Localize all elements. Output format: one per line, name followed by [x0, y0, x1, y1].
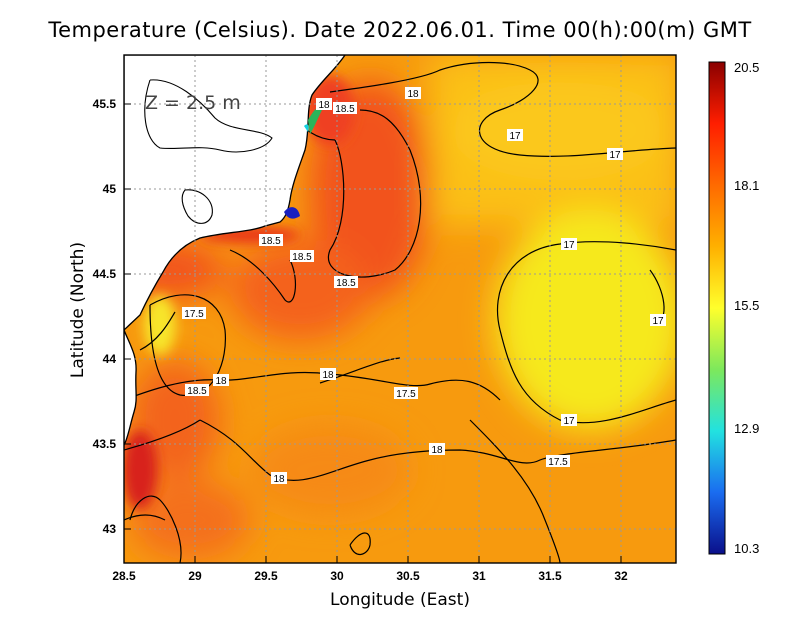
contour-line: [349, 532, 371, 555]
x-tick-label: 29.5: [254, 569, 278, 583]
contour-label: 17: [563, 416, 575, 427]
y-tick-label: 43: [103, 522, 117, 536]
contour-label: 18: [322, 370, 334, 381]
contour-label: 18.5: [292, 252, 312, 263]
contour-label: 18.5: [261, 236, 281, 247]
contour-line: [469, 419, 561, 563]
contour-line: [496, 241, 676, 424]
contour-label-group: 18: [271, 472, 287, 485]
coastal-gradient-feature: [284, 107, 322, 219]
contour-label: 18.5: [336, 278, 356, 289]
contour-label: 17: [609, 150, 621, 161]
contour-label-group: 17: [561, 238, 577, 251]
contour-label: 18.5: [335, 104, 355, 115]
contour-label: 18.5: [187, 386, 207, 397]
x-tick-label: 32: [614, 569, 628, 583]
contour-label-group: 18: [320, 368, 336, 381]
colorbar-label: 12.9: [734, 421, 759, 436]
contour-line: [124, 419, 201, 451]
land-west: [124, 329, 137, 447]
y-tick-labels: 43 43.5 44 44.5 45 45.5: [93, 97, 117, 536]
contour-label: 17.5: [548, 457, 568, 468]
colorbar-label: 15.5: [734, 298, 759, 313]
colorbar-label: 18.1: [734, 178, 759, 193]
contour-line: [329, 61, 676, 157]
contour-lines: [124, 61, 676, 563]
contour-line: [199, 419, 676, 481]
contour-label-group: 17: [607, 148, 623, 161]
contour-label: 18: [407, 89, 419, 100]
x-axis-label: Longitude (East): [330, 590, 470, 610]
y-tick-label: 44.5: [93, 267, 117, 281]
map-grid: [124, 55, 676, 563]
contour-label-group: 18.5: [185, 384, 209, 397]
colorbar-label: 10.3: [734, 541, 759, 556]
contour-label-group: 18.5: [334, 276, 358, 289]
x-tick-labels: 28.5 29 29.5 30 30.5 31 31.5 32: [112, 569, 628, 583]
contour-label: 17: [652, 316, 664, 327]
contour-label-group: 18: [213, 374, 229, 387]
contour-line: [319, 357, 401, 384]
x-tick-label: 31.5: [538, 569, 562, 583]
contour-label-group: 17.5: [182, 307, 206, 320]
contour-label: 18: [318, 100, 330, 111]
contour-label-group: 17.5: [546, 455, 570, 468]
y-tick-label: 45.5: [93, 97, 117, 111]
land-north: [124, 55, 346, 331]
contour-label: 18: [431, 445, 443, 456]
contour-label-group: 17: [561, 414, 577, 427]
contour-label: 17: [563, 240, 575, 251]
depth-label: Z = 2.5 m: [145, 92, 241, 114]
contour-label: 17.5: [184, 309, 204, 320]
contour-label-group: 18: [429, 443, 445, 456]
contour-line: [289, 109, 336, 141]
temperature-field: [124, 55, 676, 563]
contour-label-group: 18: [316, 98, 332, 111]
colorbar-labels: 20.5 18.1 15.5 12.9 10.3: [734, 60, 759, 556]
contour-line: [124, 514, 166, 521]
contour-label: 18: [273, 474, 285, 485]
x-tick-label: 29: [188, 569, 202, 583]
coastline-land: [124, 55, 346, 447]
contour-label: 18: [215, 376, 227, 387]
axis-ticks: [123, 103, 622, 563]
contour-label: 17: [509, 131, 521, 142]
y-tick-label: 44: [103, 352, 117, 366]
contour-line: [129, 495, 182, 563]
x-tick-label: 31: [472, 569, 486, 583]
contour-label-group: 18: [405, 87, 421, 100]
contour-label-group: 17: [507, 129, 523, 142]
contour-labels: 18 18.5 18 17 17 18.5 18.5 18.5 17 17.5 …: [182, 87, 666, 485]
y-axis-label: Latitude (North): [68, 241, 88, 379]
y-tick-label: 45: [103, 182, 117, 196]
inland-lake-outline: [144, 79, 273, 153]
x-tick-label: 30.5: [396, 569, 420, 583]
colorbar: [708, 61, 726, 555]
x-tick-label: 30: [330, 569, 344, 583]
contour-line: [327, 109, 422, 278]
contour-label: 17.5: [396, 389, 416, 400]
contour-line: [149, 294, 227, 396]
contour-label-group: 18.5: [333, 102, 357, 115]
plot-frame: [123, 54, 677, 564]
contour-line: [649, 269, 665, 326]
contour-label-group: 17.5: [394, 387, 418, 400]
contour-line: [139, 311, 176, 351]
contour-label-group: 18.5: [290, 250, 314, 263]
y-tick-label: 43.5: [93, 437, 117, 451]
colorbar-label: 20.5: [734, 60, 759, 75]
x-tick-label: 28.5: [112, 569, 136, 583]
figure-title: Temperature (Celsius). Date 2022.06.01. …: [48, 18, 752, 42]
inland-lake-outline-2: [181, 189, 213, 224]
contour-label-group: 17: [650, 314, 666, 327]
contour-label-group: 18.5: [259, 234, 283, 247]
contour-line: [229, 249, 296, 303]
contour-line: [124, 371, 501, 401]
